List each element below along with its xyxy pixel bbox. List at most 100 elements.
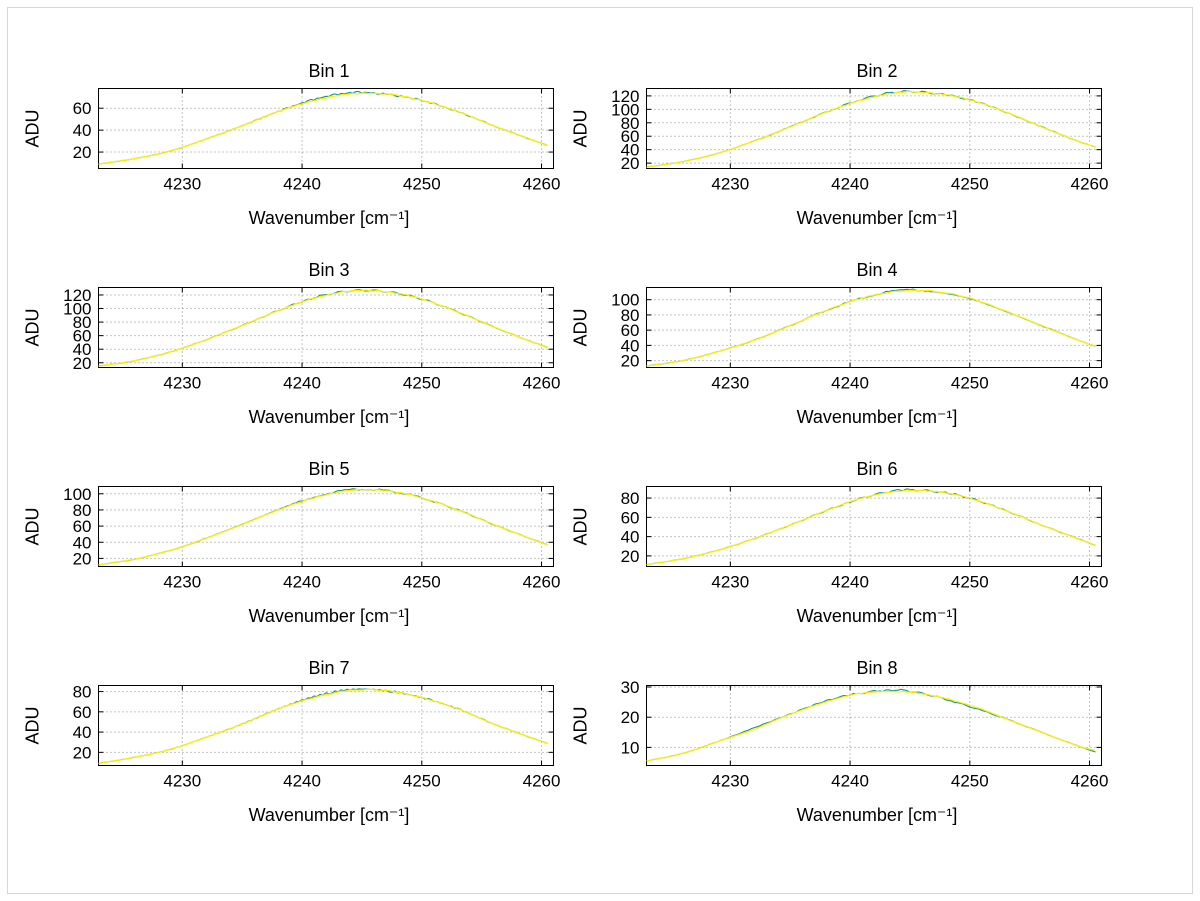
svg-text:20: 20 bbox=[73, 143, 92, 162]
svg-text:20: 20 bbox=[621, 547, 640, 566]
svg-text:60: 60 bbox=[73, 99, 92, 118]
series-line-trace1 bbox=[646, 488, 1096, 566]
svg-text:4230: 4230 bbox=[163, 772, 201, 791]
axes-box bbox=[646, 88, 1102, 169]
x-axis-label: Wavenumber [cm⁻¹] bbox=[796, 606, 958, 626]
svg-text:40: 40 bbox=[73, 121, 92, 140]
svg-text:4230: 4230 bbox=[711, 573, 749, 592]
svg-text:4260: 4260 bbox=[523, 573, 561, 592]
x-axis-label: Wavenumber [cm⁻¹] bbox=[248, 606, 410, 626]
svg-text:80: 80 bbox=[73, 683, 92, 702]
y-axis-label: ADU bbox=[570, 109, 591, 148]
subplot-bin-4: Bin 4 ADU 4230 4240 4250 4260 20 40 60 80 100 Wa… bbox=[564, 251, 1112, 450]
svg-text:4250: 4250 bbox=[403, 573, 441, 592]
subplot-bin-3: Bin 3 ADU 4230 4240 4250 4260 20 40 60 80 100 120… bbox=[16, 251, 564, 450]
series-line-trace1 bbox=[98, 289, 548, 367]
tick-marks bbox=[646, 486, 1102, 567]
series-line-trace2 bbox=[646, 690, 1096, 762]
y-tick-labels: 10 20 30 bbox=[621, 678, 640, 757]
tick-marks bbox=[98, 486, 554, 567]
x-axis-label: Wavenumber [cm⁻¹] bbox=[248, 208, 410, 228]
svg-text:40: 40 bbox=[621, 141, 640, 160]
x-tick-labels: 4230 4240 4250 4260 bbox=[711, 175, 1108, 194]
svg-text:4260: 4260 bbox=[1071, 374, 1109, 393]
y-tick-labels: 20 40 60 bbox=[73, 99, 92, 162]
subplot-grid: Bin 1 ADU 4230 4240 4250 4260 20 40 60 Wavenum… bbox=[16, 52, 1112, 848]
tick-marks bbox=[98, 685, 554, 766]
tick-marks bbox=[98, 287, 554, 368]
y-axis-label: ADU bbox=[570, 507, 591, 546]
svg-text:40: 40 bbox=[621, 336, 640, 355]
gridlines bbox=[98, 685, 554, 766]
svg-text:60: 60 bbox=[73, 327, 92, 346]
axes-box bbox=[646, 287, 1102, 368]
plot-area: 4230 4240 4250 4260 20 40 60 bbox=[73, 88, 560, 194]
svg-text:4240: 4240 bbox=[831, 772, 869, 791]
series-line-trace1 bbox=[646, 288, 1096, 367]
svg-text:4230: 4230 bbox=[163, 175, 201, 194]
x-axis-label: Wavenumber [cm⁻¹] bbox=[248, 805, 410, 825]
svg-text:20: 20 bbox=[621, 708, 640, 727]
series-line-trace2 bbox=[646, 289, 1096, 367]
svg-text:120: 120 bbox=[63, 286, 91, 305]
gridlines bbox=[98, 88, 554, 169]
series-line-trace1 bbox=[646, 688, 1096, 762]
tick-marks bbox=[646, 287, 1102, 368]
subplot-title: Bin 3 bbox=[308, 260, 350, 280]
svg-text:4260: 4260 bbox=[523, 772, 561, 791]
svg-text:100: 100 bbox=[611, 291, 639, 310]
subplot-title: Bin 4 bbox=[856, 260, 898, 280]
plot-area: 4230 4240 4250 4260 10 20 30 bbox=[621, 678, 1109, 791]
x-tick-labels: 4230 4240 4250 4260 bbox=[711, 374, 1108, 393]
svg-text:4230: 4230 bbox=[711, 772, 749, 791]
subplot-title: Bin 5 bbox=[308, 459, 350, 479]
svg-text:4230: 4230 bbox=[163, 374, 201, 393]
tick-marks bbox=[98, 88, 554, 169]
y-axis-label: ADU bbox=[22, 308, 43, 347]
svg-text:120: 120 bbox=[611, 87, 639, 106]
svg-text:100: 100 bbox=[63, 300, 91, 319]
subplot-bin-7: Bin 7 ADU 4230 4240 4250 4260 20 40 60 80 Waven… bbox=[16, 649, 564, 848]
y-axis-label-wrap: ADU bbox=[16, 88, 50, 169]
svg-text:4250: 4250 bbox=[403, 772, 441, 791]
svg-text:4230: 4230 bbox=[711, 175, 749, 194]
svg-text:4260: 4260 bbox=[523, 374, 561, 393]
svg-text:60: 60 bbox=[73, 703, 92, 722]
svg-text:80: 80 bbox=[73, 313, 92, 332]
y-axis-label-wrap: ADU bbox=[564, 88, 598, 169]
series-line-trace1 bbox=[98, 91, 548, 165]
series-line-trace1 bbox=[646, 90, 1096, 168]
svg-text:30: 30 bbox=[621, 678, 640, 697]
y-axis-label-wrap: ADU bbox=[564, 685, 598, 766]
svg-text:40: 40 bbox=[621, 528, 640, 547]
y-axis-label-wrap: ADU bbox=[564, 486, 598, 567]
y-axis-label: ADU bbox=[570, 706, 591, 745]
svg-text:4250: 4250 bbox=[951, 374, 989, 393]
gridlines bbox=[646, 88, 1102, 169]
svg-text:4230: 4230 bbox=[711, 374, 749, 393]
svg-text:20: 20 bbox=[621, 154, 640, 173]
subplot-bin-2: Bin 2 ADU 4230 4240 4250 4260 20 40 60 80 100 120… bbox=[564, 52, 1112, 251]
subplot-bin-5: Bin 5 ADU 4230 4240 4250 4260 20 40 60 80 100 Wa… bbox=[16, 450, 564, 649]
series-line-trace2 bbox=[646, 90, 1096, 168]
x-axis-label: Wavenumber [cm⁻¹] bbox=[248, 407, 410, 427]
svg-text:80: 80 bbox=[621, 306, 640, 325]
y-axis-label-wrap: ADU bbox=[16, 486, 50, 567]
svg-text:40: 40 bbox=[73, 340, 92, 359]
svg-text:60: 60 bbox=[621, 321, 640, 340]
svg-text:20: 20 bbox=[73, 354, 92, 373]
svg-text:4240: 4240 bbox=[283, 573, 321, 592]
x-tick-labels: 4230 4240 4250 4260 bbox=[163, 175, 560, 194]
axes-box bbox=[98, 685, 554, 766]
svg-text:40: 40 bbox=[73, 723, 92, 742]
